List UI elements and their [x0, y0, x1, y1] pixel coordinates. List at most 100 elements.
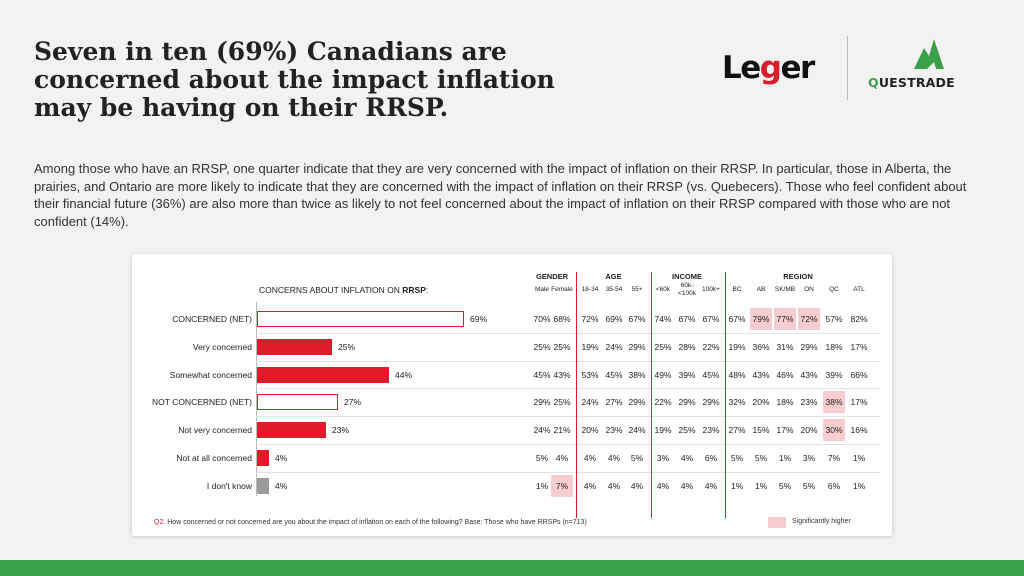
group-separator — [725, 272, 726, 518]
chart-axis — [256, 302, 257, 496]
table-cell: 27% — [605, 397, 623, 408]
table-cell: 39% — [825, 369, 843, 380]
table-cell: 5% — [630, 452, 644, 463]
group-header: GENDER — [535, 272, 569, 281]
table-cell: 20% — [800, 425, 818, 436]
questrade-logo: QUESTRADE — [868, 36, 994, 92]
table-cell: 7% — [827, 452, 841, 463]
headline-line-2: concerned about the impact inflation — [34, 65, 555, 94]
table-cell: 17% — [850, 341, 868, 352]
table-cell: 18% — [776, 397, 794, 408]
chart-title-suffix: : — [425, 285, 429, 295]
row-divider — [256, 416, 880, 418]
column-header: <60k — [655, 286, 671, 293]
questrade-mountain-icon — [914, 39, 944, 69]
table-cell: 53% — [581, 369, 599, 380]
table-cell: 19% — [728, 341, 746, 352]
table-cell: 4% — [656, 480, 670, 491]
footnote-qnum: Q2. — [154, 519, 166, 526]
column-header: 55+ — [631, 286, 643, 293]
category-label: NOT CONCERNED (NET) — [152, 397, 252, 408]
footer-band — [0, 560, 1024, 576]
table-cell: 45% — [605, 369, 623, 380]
bar — [257, 394, 338, 411]
leger-logo-part-1: Le — [722, 50, 761, 86]
table-cell: 57% — [825, 313, 843, 324]
bar — [257, 338, 332, 355]
table-cell: 36% — [752, 341, 770, 352]
column-header: 100k+ — [702, 286, 720, 293]
table-cell: 28% — [678, 341, 696, 352]
table-cell: 74% — [654, 313, 672, 324]
table-cell: 17% — [850, 397, 868, 408]
table-cell: 25% — [553, 341, 571, 352]
row-divider — [256, 471, 880, 473]
table-cell: 38% — [823, 391, 845, 414]
category-label: Not very concerned — [178, 425, 252, 436]
column-header: SK/MB — [774, 286, 796, 293]
table-cell: 27% — [728, 425, 746, 436]
leger-logo-g: g — [759, 50, 782, 86]
table-cell: 1% — [730, 480, 744, 491]
column-header: Female — [551, 286, 573, 293]
footnote: Q2. How concerned or not concerned are y… — [154, 519, 587, 526]
headline-line-1: Seven in ten (69%) Canadians are — [34, 37, 507, 66]
table-cell: 4% — [704, 480, 718, 491]
questrade-logo-q: Q — [868, 75, 879, 90]
table-cell: 20% — [752, 397, 770, 408]
footnote-text: How concerned or not concerned are you a… — [165, 519, 587, 526]
legend-swatch — [768, 517, 786, 528]
table-cell: 67% — [702, 313, 720, 324]
table-cell: 1% — [754, 480, 768, 491]
table-cell: 5% — [778, 480, 792, 491]
group-header: INCOME — [672, 272, 702, 281]
table-cell: 43% — [553, 369, 571, 380]
table-cell: 6% — [827, 480, 841, 491]
headline: Seven in ten (69%) Canadians are concern… — [34, 38, 594, 122]
legend-label: Significantly higher — [792, 518, 851, 525]
table-cell: 69% — [605, 313, 623, 324]
table-cell: 66% — [850, 369, 868, 380]
table-cell: 19% — [581, 341, 599, 352]
table-cell: 24% — [581, 397, 599, 408]
chart-title-prefix: CONCERNS ABOUT INFLATION ON — [259, 285, 403, 295]
table-cell: 31% — [776, 341, 794, 352]
table-cell: 43% — [752, 369, 770, 380]
table-cell: 3% — [656, 452, 670, 463]
column-header: 18-34 — [581, 286, 599, 293]
table-cell: 82% — [850, 313, 868, 324]
table-cell: 22% — [654, 397, 672, 408]
table-cell: 6% — [704, 452, 718, 463]
table-cell: 29% — [628, 341, 646, 352]
table-cell: 48% — [728, 369, 746, 380]
table-cell: 4% — [630, 480, 644, 491]
bar-value-label: 4% — [275, 480, 288, 491]
table-cell: 25% — [654, 341, 672, 352]
table-cell: 77% — [774, 307, 796, 330]
table-cell: 39% — [678, 369, 696, 380]
group-separator — [651, 272, 652, 518]
table-cell: 29% — [628, 397, 646, 408]
table-cell: 25% — [553, 397, 571, 408]
category-label: Very concerned — [192, 341, 252, 352]
bar — [257, 310, 464, 327]
table-cell: 19% — [654, 425, 672, 436]
column-header: QC — [829, 286, 839, 293]
row-divider — [256, 360, 880, 362]
table-cell: 1% — [778, 452, 792, 463]
bar-value-label: 23% — [332, 425, 350, 436]
table-cell: 5% — [730, 452, 744, 463]
bar-value-label: 69% — [470, 313, 488, 324]
group-separator — [576, 272, 577, 518]
column-header: 60k- <100k — [678, 282, 696, 297]
table-cell: 70% — [533, 313, 551, 324]
table-cell: 24% — [533, 425, 551, 436]
table-cell: 5% — [802, 480, 816, 491]
row-divider — [256, 444, 880, 445]
questrade-logo-rest: UESTRADE — [878, 75, 955, 90]
category-label: I don't know — [206, 480, 252, 491]
chart-title: CONCERNS ABOUT INFLATION ON RRSP: — [259, 285, 428, 295]
table-cell: 79% — [750, 307, 772, 330]
bar-value-label: 27% — [344, 397, 362, 408]
column-header: Male — [534, 286, 550, 293]
